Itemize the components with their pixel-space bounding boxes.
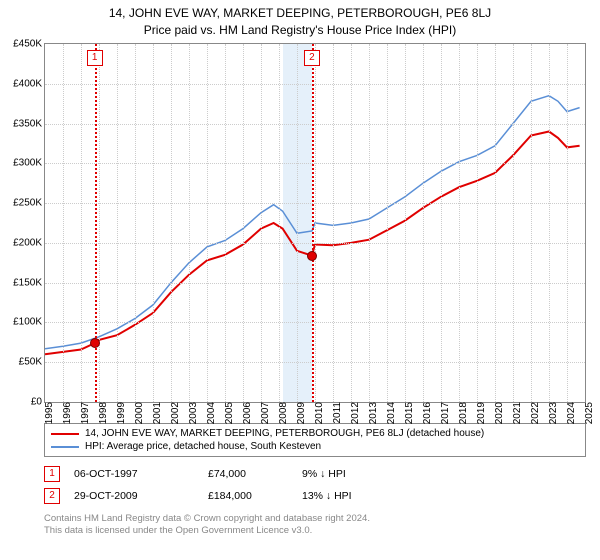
x-axis-label: 1999 [114,402,127,424]
gridline-v [369,44,370,402]
x-axis-label: 1998 [96,402,109,424]
sale-date: 06-OCT-1997 [74,468,194,480]
legend: 14, JOHN EVE WAY, MARKET DEEPING, PETERB… [44,423,586,457]
x-axis-label: 2021 [510,402,523,424]
x-axis-label: 2005 [222,402,235,424]
x-axis-label: 2000 [132,402,145,424]
sale-diff: 13% ↓ HPI [302,490,352,502]
gridline-v [135,44,136,402]
gridline-v [459,44,460,402]
gridline-v [333,44,334,402]
gridline-v [63,44,64,402]
y-axis-label: £300K [13,158,45,169]
gridline-v [549,44,550,402]
sale-marker-box: 2 [304,50,320,66]
gridline-v [423,44,424,402]
x-axis-label: 2018 [456,402,469,424]
gridline-v [261,44,262,402]
gridline-v [225,44,226,402]
legend-swatch [51,433,79,435]
gridline-v [513,44,514,402]
title-line-2: Price paid vs. HM Land Registry's House … [0,23,600,37]
gridline-v [351,44,352,402]
sale-marker-box: 1 [87,50,103,66]
title-line-1: 14, JOHN EVE WAY, MARKET DEEPING, PETERB… [0,6,600,20]
sale-marker-line [312,44,314,402]
y-axis-label: £450K [13,39,45,50]
x-axis-label: 1997 [78,402,91,424]
gridline-v [405,44,406,402]
x-axis-label: 2013 [366,402,379,424]
gridline-v [99,44,100,402]
x-axis-label: 2024 [564,402,577,424]
gridline-v [315,44,316,402]
gridline-v [297,44,298,402]
sale-row: 1 06-OCT-1997 £74,000 9% ↓ HPI [44,463,586,485]
x-axis-label: 2003 [186,402,199,424]
gridline-v [153,44,154,402]
x-axis-label: 2001 [150,402,163,424]
y-axis-label: £400K [13,78,45,89]
legend-swatch [51,446,79,448]
attribution: Contains HM Land Registry data © Crown c… [44,513,586,538]
legend-item-hpi: HPI: Average price, detached house, Sout… [51,440,579,453]
y-axis-label: £200K [13,237,45,248]
sale-marker-dot [307,251,317,261]
legend-item-property: 14, JOHN EVE WAY, MARKET DEEPING, PETERB… [51,427,579,440]
chart: £0£50K£100K£150K£200K£250K£300K£350K£400… [44,43,586,423]
x-axis-label: 2015 [402,402,415,424]
gridline-v [81,44,82,402]
gridline-v [171,44,172,402]
x-axis-label: 2007 [258,402,271,424]
x-axis-label: 2009 [294,402,307,424]
gridline-v [387,44,388,402]
x-axis-label: 2008 [276,402,289,424]
x-axis-label: 2010 [312,402,325,424]
legend-label: 14, JOHN EVE WAY, MARKET DEEPING, PETERB… [85,428,484,439]
x-axis-label: 2023 [546,402,559,424]
sale-marker-dot [90,338,100,348]
gridline-v [243,44,244,402]
sale-price: £74,000 [208,468,288,480]
x-axis-label: 2019 [474,402,487,424]
gridline-v [477,44,478,402]
sale-date: 29-OCT-2009 [74,490,194,502]
gridline-v [495,44,496,402]
sale-marker-icon: 2 [44,488,60,504]
gridline-v [189,44,190,402]
x-axis-label: 2020 [492,402,505,424]
x-axis-label: 2016 [420,402,433,424]
x-axis-label: 2004 [204,402,217,424]
gridline-v [531,44,532,402]
y-axis-label: £50K [19,357,45,368]
y-axis-label: £100K [13,317,45,328]
sale-price: £184,000 [208,490,288,502]
gridline-v [441,44,442,402]
x-axis-label: 1995 [42,402,55,424]
x-axis-label: 2002 [168,402,181,424]
sale-diff: 9% ↓ HPI [302,468,346,480]
x-axis-label: 1996 [60,402,73,424]
x-axis-label: 2011 [330,402,343,424]
gridline-v [117,44,118,402]
x-axis-label: 2017 [438,402,451,424]
x-axis-label: 2014 [384,402,397,424]
gridline-v [567,44,568,402]
y-axis-label: £150K [13,277,45,288]
attribution-line: Contains HM Land Registry data © Crown c… [44,513,586,525]
legend-label: HPI: Average price, detached house, Sout… [85,441,321,452]
sale-row: 2 29-OCT-2009 £184,000 13% ↓ HPI [44,485,586,507]
y-axis-label: £250K [13,198,45,209]
x-axis-label: 2022 [528,402,541,424]
y-axis-label: £350K [13,118,45,129]
gridline-v [207,44,208,402]
attribution-line: This data is licensed under the Open Gov… [44,525,586,537]
sale-marker-icon: 1 [44,466,60,482]
x-axis-label: 2025 [582,402,595,424]
gridline-v [279,44,280,402]
x-axis-label: 2012 [348,402,361,424]
sales-table: 1 06-OCT-1997 £74,000 9% ↓ HPI 2 29-OCT-… [44,463,586,507]
sale-marker-line [95,44,97,402]
x-axis-label: 2006 [240,402,253,424]
